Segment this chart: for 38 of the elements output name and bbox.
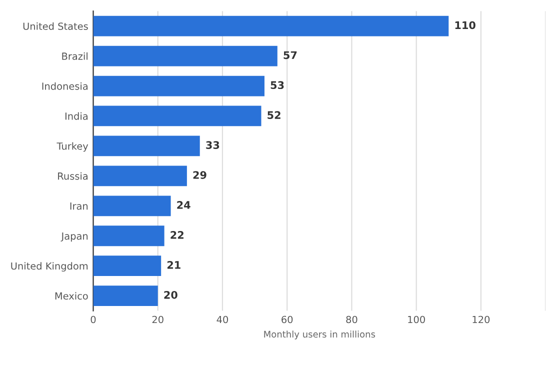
x-tick-label: 0 xyxy=(90,316,96,324)
data-label: 52 xyxy=(268,111,280,120)
data-label: 24 xyxy=(177,201,190,209)
y-tick-label: Mexico xyxy=(55,292,88,300)
data-label: 21 xyxy=(167,260,180,269)
bar xyxy=(93,106,262,126)
y-tick-label: Turkey xyxy=(56,142,88,152)
bar xyxy=(93,286,158,306)
y-tick-label: United Kingdom xyxy=(11,262,88,272)
data-label: 33 xyxy=(206,141,220,149)
bar xyxy=(93,256,162,276)
x-axis-title: Monthly users in millions xyxy=(264,330,376,340)
bar xyxy=(93,136,200,156)
data-label: 57 xyxy=(284,51,297,60)
x-tick-label: 100 xyxy=(408,316,425,324)
x-tick-label: 20 xyxy=(152,316,164,324)
bar xyxy=(93,76,264,96)
data-label: 22 xyxy=(170,231,184,239)
y-tick-label: India xyxy=(65,112,88,120)
data-label: 29 xyxy=(193,171,206,179)
x-tick-label: 120 xyxy=(472,316,490,324)
bar xyxy=(93,46,278,66)
data-label: 110 xyxy=(455,21,476,30)
data-label: 20 xyxy=(164,290,178,299)
x-tick-label: 60 xyxy=(282,316,293,324)
bar xyxy=(93,226,164,246)
y-tick-label: Brazil xyxy=(62,52,88,60)
bar xyxy=(93,166,187,186)
y-tick-label: Iran xyxy=(70,202,88,210)
x-tick-label: 40 xyxy=(216,316,228,324)
x-tick-label: 80 xyxy=(346,316,358,324)
y-tick-label: Japan xyxy=(60,232,88,242)
y-tick-label: Russia xyxy=(58,172,88,180)
data-label: 53 xyxy=(270,81,284,90)
bar xyxy=(93,16,449,36)
bar xyxy=(93,196,171,216)
y-tick-label: United States xyxy=(23,22,88,30)
y-tick-label: Indonesia xyxy=(42,82,88,90)
